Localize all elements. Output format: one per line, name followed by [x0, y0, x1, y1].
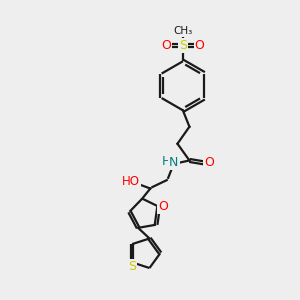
Text: O: O	[158, 200, 168, 213]
Text: O: O	[195, 39, 205, 52]
Text: CH₃: CH₃	[173, 26, 193, 36]
Text: H: H	[162, 155, 171, 168]
Text: O: O	[161, 39, 171, 52]
Text: S: S	[179, 39, 187, 52]
Text: S: S	[128, 260, 136, 273]
Text: HO: HO	[122, 176, 140, 188]
Text: N: N	[169, 156, 178, 169]
Text: O: O	[204, 156, 214, 169]
